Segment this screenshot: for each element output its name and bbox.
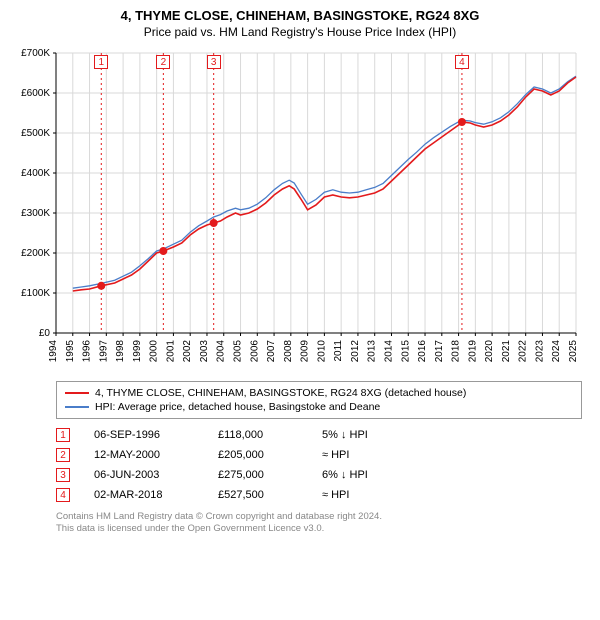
- chart-marker-label: 4: [455, 55, 469, 69]
- footnote: Contains HM Land Registry data © Crown c…: [56, 511, 582, 536]
- x-tick-label: 2003: [199, 340, 210, 363]
- x-tick-label: 1997: [98, 340, 109, 363]
- sale-diff: 5% ↓ HPI: [322, 429, 422, 441]
- y-tick-label: £300K: [21, 208, 50, 219]
- y-tick-label: £200K: [21, 248, 50, 259]
- x-tick-label: 1995: [65, 340, 76, 363]
- chart-marker-label: 2: [156, 55, 170, 69]
- chart-title: 4, THYME CLOSE, CHINEHAM, BASINGSTOKE, R…: [8, 8, 592, 39]
- x-tick-label: 2014: [383, 340, 394, 363]
- x-tick-label: 2004: [216, 340, 227, 363]
- sale-dot: [159, 247, 167, 255]
- sale-marker: 3: [56, 468, 70, 482]
- y-tick-label: £500K: [21, 128, 50, 139]
- x-tick-label: 2024: [551, 340, 562, 363]
- x-tick-label: 2009: [300, 340, 311, 363]
- sale-dot: [97, 282, 105, 290]
- sale-price: £275,000: [218, 469, 298, 481]
- legend-label: HPI: Average price, detached house, Basi…: [95, 401, 380, 413]
- x-tick-label: 2018: [451, 340, 462, 363]
- x-tick-label: 2002: [182, 340, 193, 363]
- x-tick-label: 2005: [233, 340, 244, 363]
- x-tick-label: 2006: [249, 340, 260, 363]
- legend-label: 4, THYME CLOSE, CHINEHAM, BASINGSTOKE, R…: [95, 387, 466, 399]
- legend: 4, THYME CLOSE, CHINEHAM, BASINGSTOKE, R…: [56, 381, 582, 419]
- x-tick-label: 1994: [48, 340, 59, 363]
- sale-price: £527,500: [218, 489, 298, 501]
- y-tick-label: £600K: [21, 88, 50, 99]
- x-tick-label: 2019: [467, 340, 478, 363]
- sale-row: 4 02-MAR-2018 £527,500 ≈ HPI: [56, 485, 582, 505]
- sale-diff: ≈ HPI: [322, 449, 422, 461]
- sale-diff: 6% ↓ HPI: [322, 469, 422, 481]
- sale-date: 06-SEP-1996: [94, 429, 194, 441]
- sale-row: 1 06-SEP-1996 £118,000 5% ↓ HPI: [56, 425, 582, 445]
- x-tick-label: 2007: [266, 340, 277, 363]
- x-tick-label: 2016: [417, 340, 428, 363]
- legend-row: HPI: Average price, detached house, Basi…: [65, 400, 573, 414]
- x-tick-label: 2020: [484, 340, 495, 363]
- sale-row: 2 12-MAY-2000 £205,000 ≈ HPI: [56, 445, 582, 465]
- sale-date: 12-MAY-2000: [94, 449, 194, 461]
- chart-marker-label: 3: [207, 55, 221, 69]
- x-tick-label: 2025: [568, 340, 579, 363]
- x-tick-label: 1998: [115, 340, 126, 363]
- sale-date: 02-MAR-2018: [94, 489, 194, 501]
- y-tick-label: £0: [39, 328, 51, 339]
- sale-diff: ≈ HPI: [322, 489, 422, 501]
- chart-container: £0 £100K £200K £300K £400K £500K £600K £700K 199…: [8, 43, 592, 373]
- y-tick-label: £100K: [21, 288, 50, 299]
- x-tick-label: 2023: [534, 340, 545, 363]
- x-tick-label: 2017: [434, 340, 445, 363]
- x-tick-label: 2022: [518, 340, 529, 363]
- sale-dot: [458, 118, 466, 126]
- sale-price: £118,000: [218, 429, 298, 441]
- x-tick-label: 2021: [501, 340, 512, 363]
- title-line-1: 4, THYME CLOSE, CHINEHAM, BASINGSTOKE, R…: [8, 8, 592, 23]
- sales-table: 1 06-SEP-1996 £118,000 5% ↓ HPI 2 12-MAY-2000…: [56, 425, 582, 505]
- sale-dot: [210, 219, 218, 227]
- price-chart: £0 £100K £200K £300K £400K £500K £600K £700K 199…: [8, 43, 592, 373]
- x-tick-label: 2000: [149, 340, 160, 363]
- sale-marker: 4: [56, 488, 70, 502]
- legend-swatch: [65, 392, 89, 394]
- sale-date: 06-JUN-2003: [94, 469, 194, 481]
- sale-marker: 2: [56, 448, 70, 462]
- y-tick-label: £700K: [21, 48, 50, 59]
- x-tick-label: 2011: [333, 340, 344, 362]
- sale-price: £205,000: [218, 449, 298, 461]
- x-tick-label: 2008: [283, 340, 294, 363]
- footnote-line-2: This data is licensed under the Open Gov…: [56, 523, 582, 535]
- sale-row: 3 06-JUN-2003 £275,000 6% ↓ HPI: [56, 465, 582, 485]
- chart-marker-label: 1: [94, 55, 108, 69]
- x-tick-label: 2010: [316, 340, 327, 363]
- legend-swatch: [65, 406, 89, 407]
- x-tick-label: 1999: [132, 340, 143, 363]
- title-line-2: Price paid vs. HM Land Registry's House …: [8, 25, 592, 39]
- x-tick-label: 1996: [82, 340, 93, 363]
- x-tick-label: 2012: [350, 340, 361, 363]
- legend-row: 4, THYME CLOSE, CHINEHAM, BASINGSTOKE, R…: [65, 386, 573, 400]
- y-tick-label: £400K: [21, 168, 50, 179]
- sale-marker: 1: [56, 428, 70, 442]
- x-tick-label: 2015: [400, 340, 411, 363]
- x-tick-label: 2013: [367, 340, 378, 363]
- x-tick-label: 2001: [165, 340, 176, 363]
- footnote-line-1: Contains HM Land Registry data © Crown c…: [56, 511, 582, 523]
